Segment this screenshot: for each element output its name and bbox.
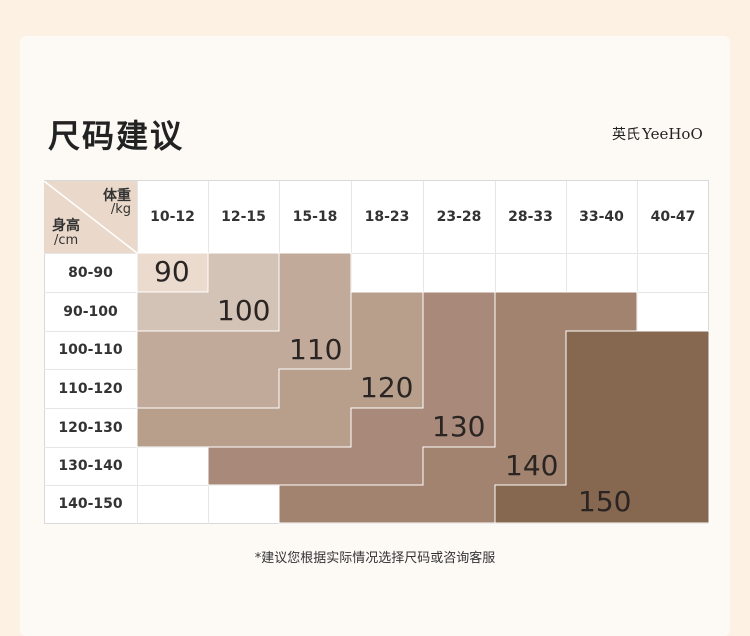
height-unit: /cm [54, 233, 79, 248]
height-row-label: 100-110 [58, 342, 123, 358]
size-label-130: 130 [432, 410, 486, 443]
weight-header: 40-47 [650, 209, 696, 225]
grid-line [44, 253, 709, 254]
weight-header: 23-28 [436, 209, 482, 225]
corner-diagonal [44, 181, 137, 253]
weight-header: 28-33 [508, 209, 553, 225]
table-corner-cell: 体重 /kg 身高 /cm [44, 181, 137, 253]
weight-header: 10-12 [150, 209, 195, 225]
footnote: *建议您根据实际情况选择尺码或咨询客服 [254, 551, 496, 566]
size-label-150: 150 [578, 485, 632, 518]
weight-header: 15-18 [292, 209, 338, 225]
weight-unit: /kg [110, 202, 131, 217]
brand-logo: 英氏 YeeHoO [612, 124, 703, 145]
size-region-150 [494, 330, 710, 524]
weight-header: 18-23 [364, 209, 410, 225]
weight-label: 体重 [103, 188, 131, 204]
size-label-140: 140 [505, 449, 559, 482]
page-title: 尺码建议 [48, 117, 185, 155]
size-label-120: 120 [360, 371, 414, 404]
weight-header: 33-40 [579, 209, 624, 225]
brand-en: YeeHoO [642, 125, 703, 143]
height-row-label: 90-100 [63, 303, 118, 320]
height-row-label: 110-120 [58, 380, 123, 397]
height-row-label: 120-130 [58, 419, 123, 436]
brand-cn: 英氏 [612, 127, 640, 143]
size-label-100: 100 [217, 294, 271, 327]
height-row-label: 140-150 [58, 496, 123, 512]
weight-header: 12-15 [221, 209, 266, 225]
height-row-label: 80-90 [68, 264, 113, 281]
height-label: 身高 [52, 218, 80, 234]
height-row-label: 130-140 [58, 458, 123, 474]
size-label-110: 110 [289, 333, 343, 366]
size-label-90: 90 [154, 255, 190, 288]
